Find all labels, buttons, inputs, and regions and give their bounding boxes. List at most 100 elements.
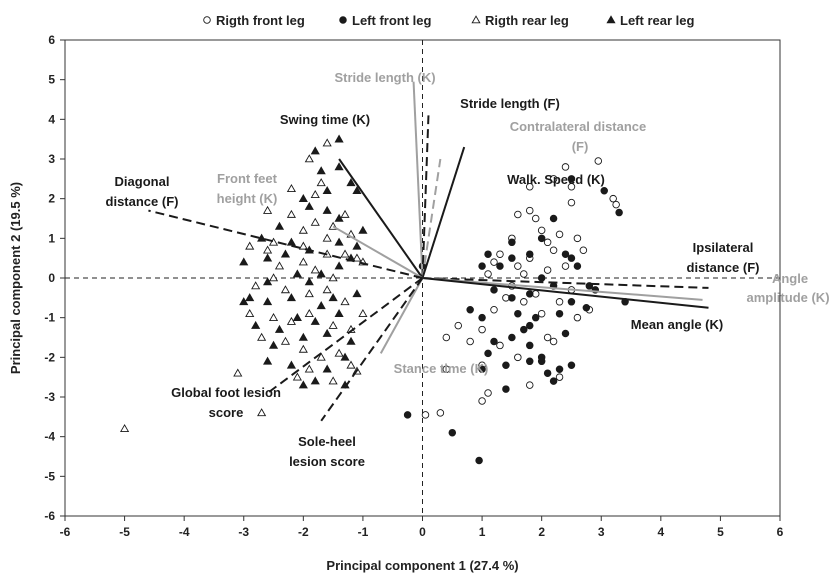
point-left-rear-leg [292,269,302,278]
vector-labels: Stride length (K) Stride length (F) Contra… [106,70,830,469]
point-left-rear-leg [280,249,291,258]
vector-diagonal-distance-f- [148,209,423,279]
point-rigth-rear-leg [268,237,279,246]
point-rigth-front-leg [543,238,552,247]
point-rigth-rear-leg [322,233,332,242]
legend-marker-rigth-front-leg [203,16,211,24]
point-left-rear-leg [274,221,285,230]
point-left-rear-leg [334,134,344,143]
point-rigth-front-leg [555,298,564,306]
legend-label-left-front-leg: Left front leg [352,13,431,28]
point-left-front-leg [567,254,576,262]
point-left-front-leg [537,234,546,243]
vector-label-sole-heel-lesion-score: Sole-heel lesion score [289,434,365,469]
vector-ipsilateral-distance-f- [422,277,709,289]
point-rigth-front-leg [543,266,552,274]
point-rigth-rear-leg [328,320,338,329]
point-rigth-rear-leg [263,205,273,214]
vector-angle-amplitude-k- [422,277,703,301]
vector-stride-length-f- [421,115,430,279]
point-left-rear-leg [310,376,320,385]
point-rigth-front-leg [421,411,430,419]
vector-label-diagonal-distance-f-: Diagonal distance (F) [106,174,179,209]
point-rigth-rear-leg [322,285,332,294]
point-left-rear-leg [292,312,302,321]
point-left-rear-leg [263,356,273,365]
point-rigth-rear-leg [340,297,350,306]
point-rigth-rear-leg [257,332,267,341]
point-left-front-leg [561,250,570,258]
point-left-front-leg [582,304,591,312]
point-left-front-leg [526,290,534,298]
point-left-rear-leg [346,336,356,345]
point-rigth-rear-leg [292,372,302,381]
point-rigth-front-leg [442,365,451,373]
point-rigth-rear-leg [316,178,326,187]
x-axis: -6 -5 -4 -3 -2 -1 0 1 2 3 4 5 6 [60,516,784,539]
legend-marker-left-rear-leg [606,15,616,24]
y-tick-label: 4 [48,112,55,126]
point-rigth-front-leg [490,305,498,314]
point-left-rear-leg [298,332,308,341]
legend: Rigth front leg Left front leg Rigth rear … [203,13,694,28]
point-rigth-rear-leg [274,261,285,270]
legend-marker-rigth-rear-leg [471,15,481,24]
point-left-front-leg [448,428,457,437]
point-left-front-leg [502,385,510,393]
y-tick-label: 2 [48,192,55,206]
point-left-rear-leg [304,277,314,286]
vector-sole-heel-lesion-score [320,277,424,422]
legend-label-rigth-front-leg: Rigth front leg [216,13,305,28]
point-left-rear-leg [322,186,332,195]
vector-label-walk-speed-k-: Walk. Speed (K) [507,172,605,187]
point-rigth-front-leg [484,270,492,278]
point-rigth-front-leg [531,214,540,223]
vector-front-feet-height-k- [332,225,423,279]
vector-label-swing-time-k-: Swing time (K) [280,112,370,127]
x-tick-label: 6 [777,525,784,539]
point-rigth-rear-leg [286,184,296,193]
point-rigth-rear-leg [298,241,308,250]
y-axis: -6 -5 -4 -3 -2 -1 0 1 2 3 4 5 6 [44,33,65,523]
point-left-front-leg [508,333,516,342]
point-left-rear-leg [316,269,326,278]
point-rigth-rear-leg [280,336,291,345]
point-left-front-leg [502,361,510,370]
y-tick-label: -6 [44,509,55,523]
plot-area: Stride length (K) Stride length (F) Contra… [64,39,830,517]
point-rigth-front-leg [514,262,522,270]
vector-label-ipsilateral-distance-f-: Ipsilateral distance (F) [687,240,760,275]
point-left-front-leg [484,349,492,358]
point-rigth-front-leg [567,183,576,191]
point-left-front-leg [484,250,492,258]
x-axis-title: Principal component 1 (27.4 %) [326,558,518,573]
point-rigth-front-leg [537,309,546,318]
point-rigth-rear-leg [334,348,344,357]
point-rigth-front-leg [478,397,486,405]
point-left-rear-leg [358,225,368,234]
point-rigth-rear-leg [340,249,350,258]
point-left-front-leg [549,214,558,223]
point-left-rear-leg [334,308,344,317]
point-left-rear-leg [322,205,332,214]
point-rigth-rear-leg [286,209,296,218]
vector-stance-time-k- [379,277,424,354]
point-rigth-rear-leg [304,364,314,373]
point-rigth-rear-leg [257,408,267,417]
y-tick-label: 3 [48,152,55,166]
vector-contralateral-distance-f- [421,158,442,279]
point-rigth-front-leg [526,206,534,215]
point-left-front-leg [549,377,558,385]
point-left-rear-leg [239,257,249,266]
x-tick-label: -6 [60,525,71,539]
point-left-rear-leg [334,162,344,171]
vector-label-stance-time-k-: Stance time (K) [394,361,489,376]
point-rigth-rear-leg [263,245,273,254]
point-left-front-leg [543,369,552,377]
point-rigth-front-leg [549,337,558,346]
vector-label-stride-length-f-: Stride length (F) [460,96,560,111]
vector-label-front-feet-height-k-: Front feet height (K) [217,171,278,206]
point-rigth-rear-leg [245,308,255,317]
point-rigth-front-leg [526,381,534,389]
